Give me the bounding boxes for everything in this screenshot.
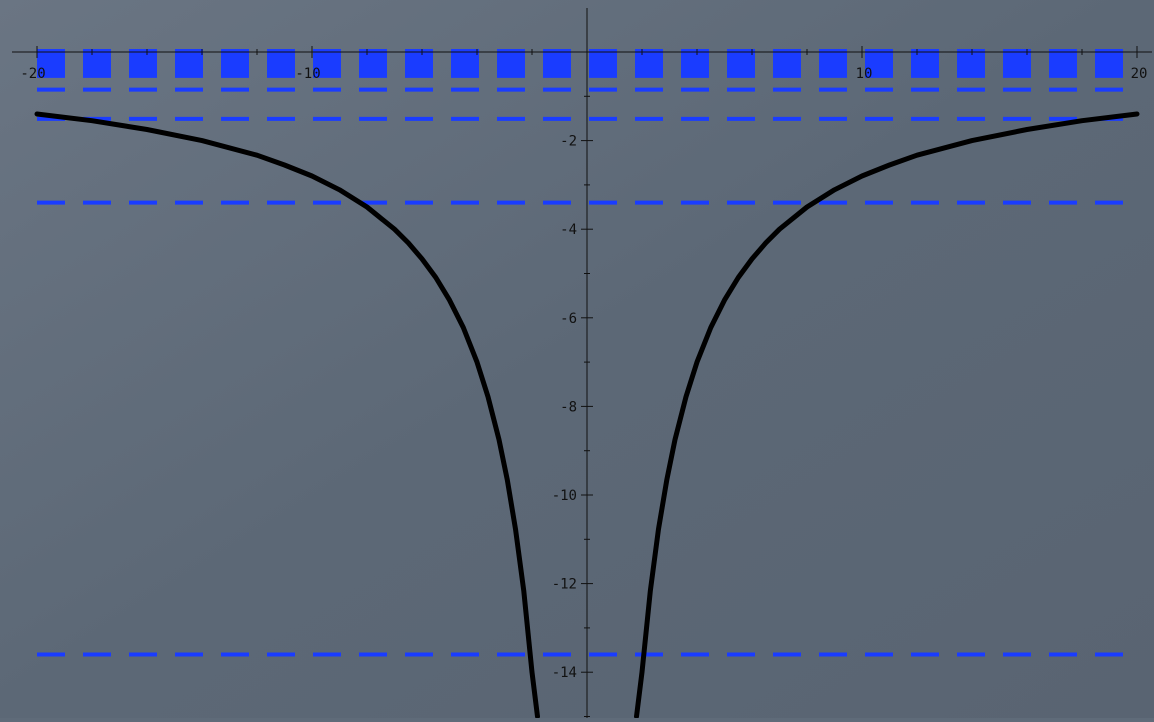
y-tick-label: -8 (560, 399, 577, 415)
x-tick-label: -20 (20, 66, 45, 82)
axes-layer (12, 8, 1152, 718)
x-tick-label: 20 (1131, 66, 1148, 82)
x-tick-label: -10 (295, 66, 320, 82)
y-tick-label: -4 (560, 222, 577, 238)
x-tick-label: 10 (856, 66, 873, 82)
curve-branch-right (634, 111, 1140, 719)
y-tick-label: -14 (552, 665, 577, 681)
curve-branch-left (34, 111, 540, 719)
curve-layer (34, 111, 1140, 719)
y-tick-label: -10 (552, 488, 577, 504)
y-tick-label: -2 (560, 134, 577, 150)
y-tick-label: -6 (560, 311, 577, 327)
tick-labels-layer: -20 -10 10 20 -2 -4 -6 -8 -10 -12 -14 (20, 66, 1147, 681)
y-tick-label: -12 (552, 577, 577, 593)
